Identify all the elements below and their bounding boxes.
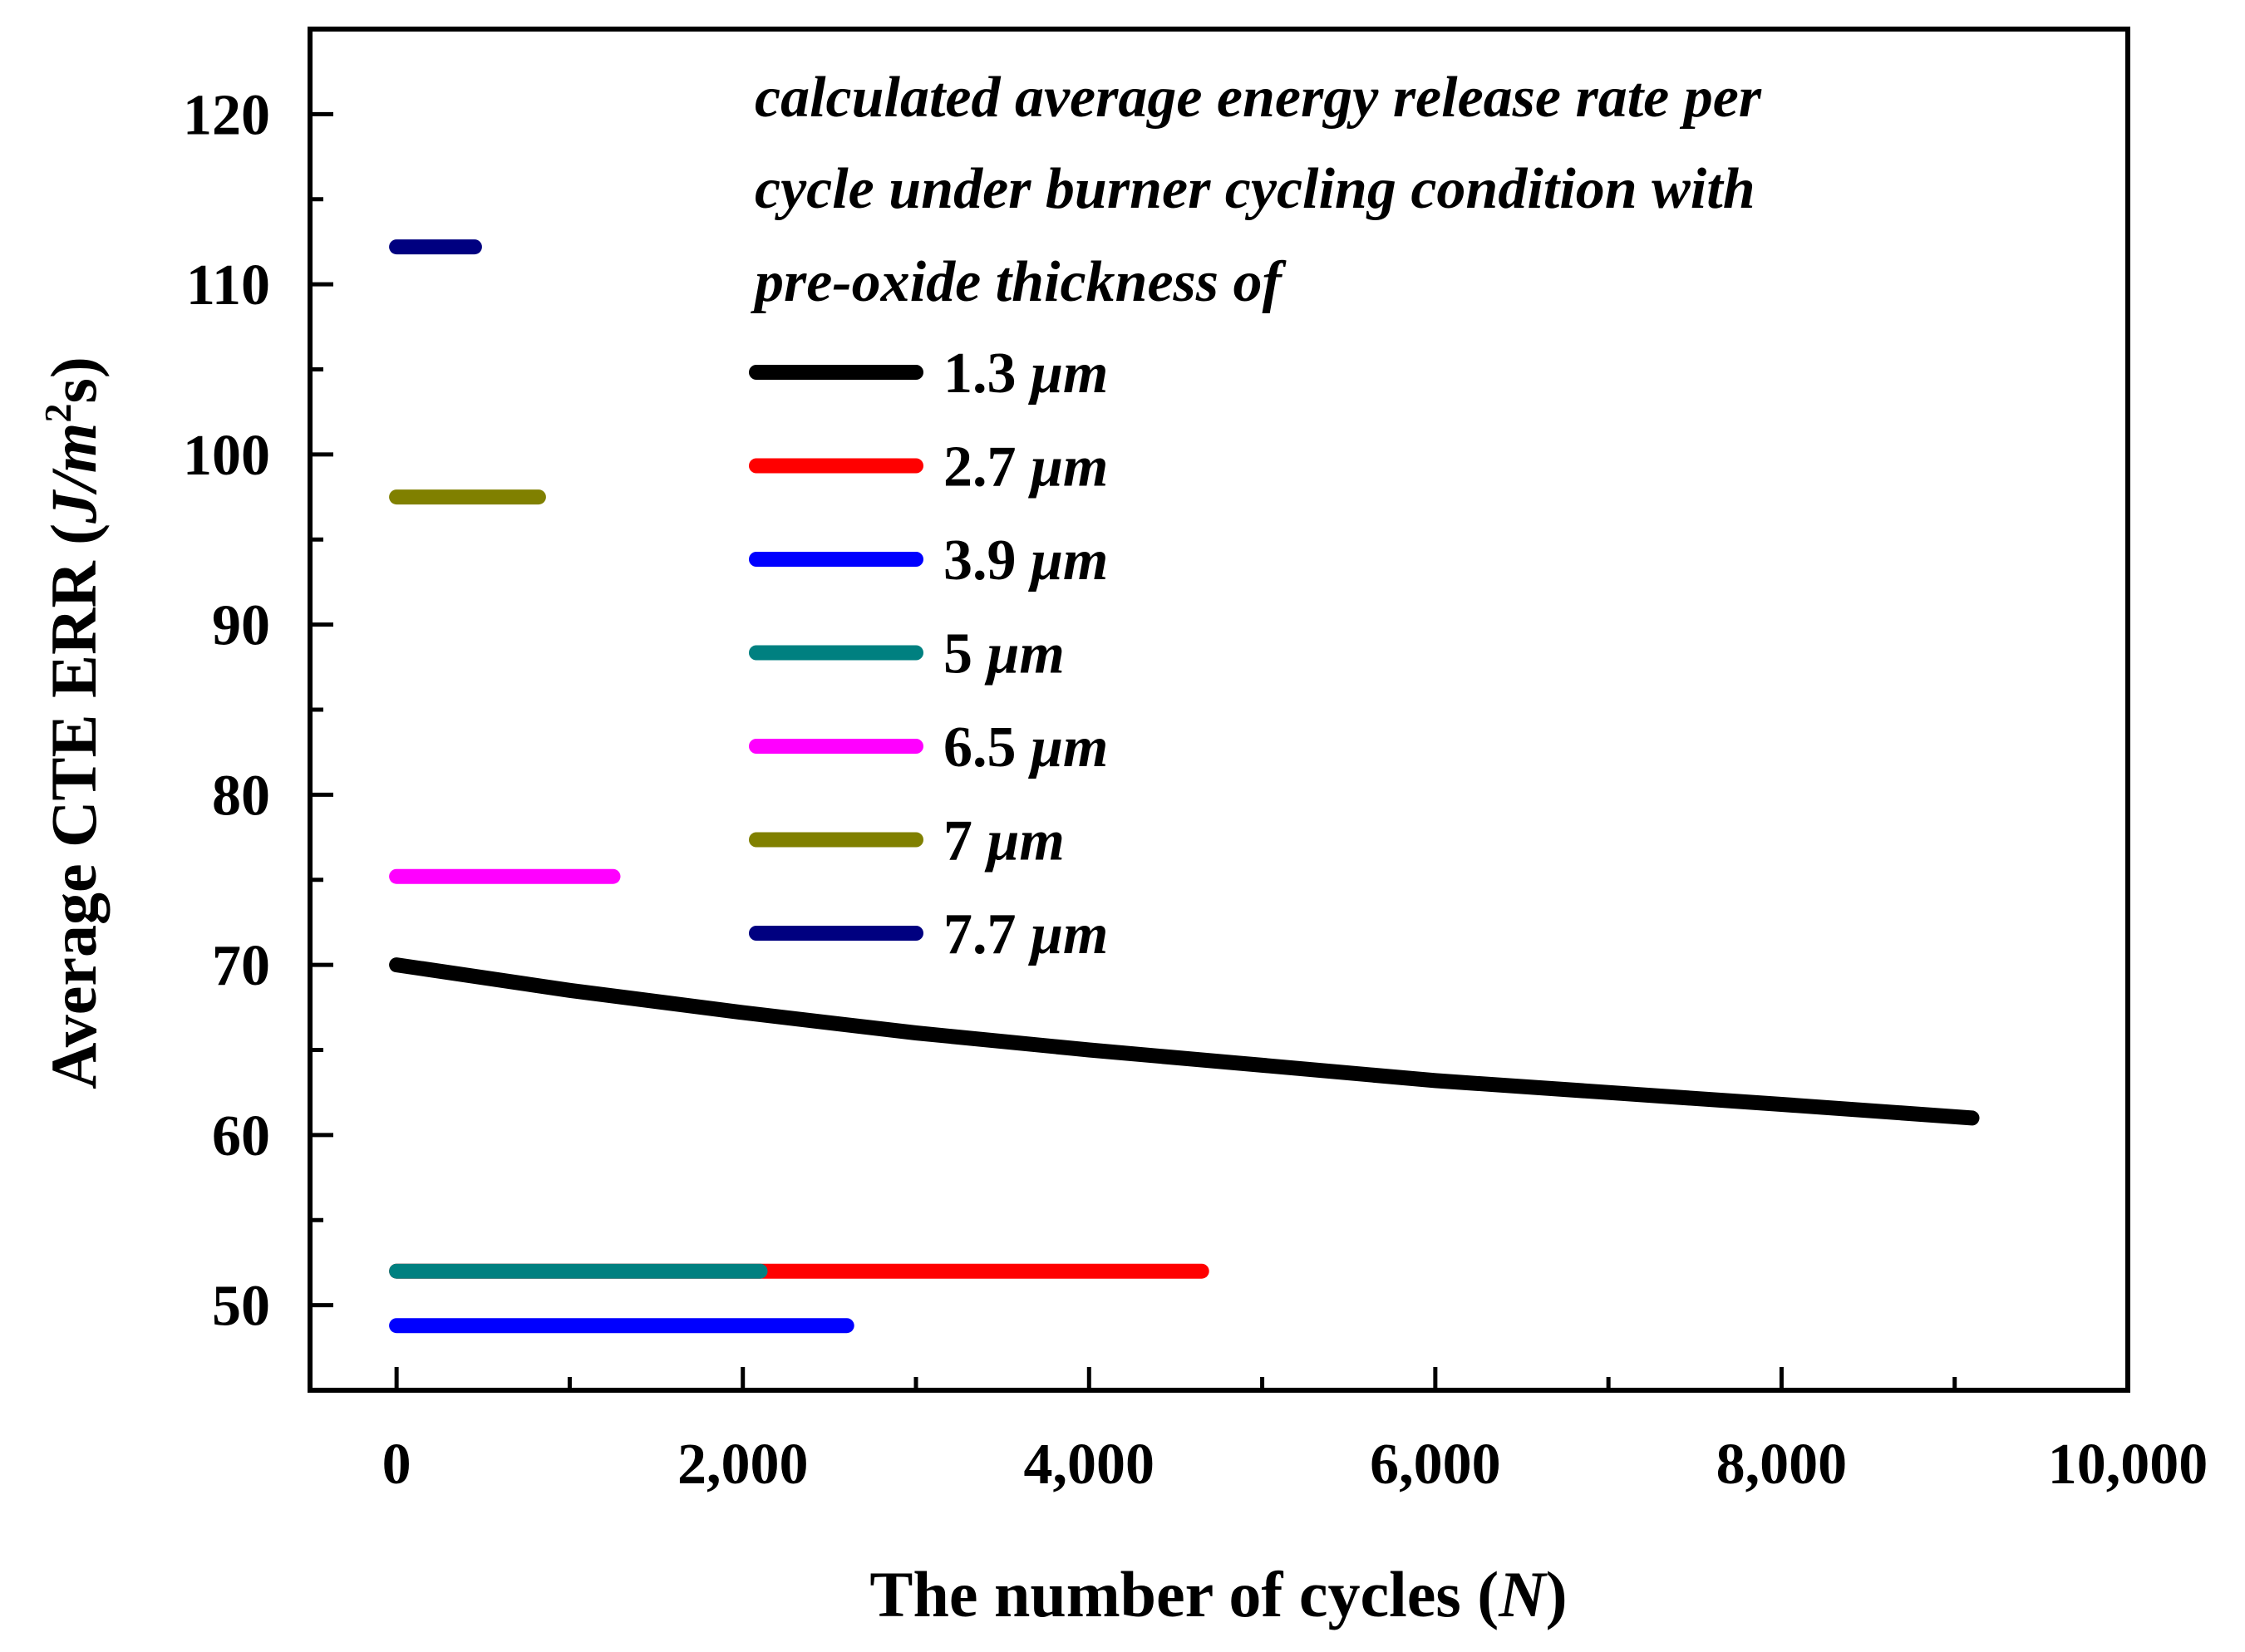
y-axis-title-unit: J/m <box>37 423 110 524</box>
y-axis-title: Average CTE ERR (J/m2s) <box>37 356 110 1089</box>
legend-title-line-1: calculated average energy release rate p… <box>755 66 1762 130</box>
y-axis-title-prefix: Average CTE ERR ( <box>37 524 110 1089</box>
legend-label-3-9: 3.9 μm <box>943 529 1108 592</box>
legend-unit: μm <box>1028 435 1108 499</box>
legend-value: 2.7 <box>943 435 1031 499</box>
y-tick-label: 100 <box>183 424 270 488</box>
y-tick-label: 80 <box>212 764 270 828</box>
legend-label-1-3: 1.3 μm <box>943 342 1108 406</box>
y-axis-title-sup: 2 <box>37 404 79 423</box>
legend-value: 7.7 <box>943 902 1031 966</box>
y-tick-label: 60 <box>212 1104 270 1168</box>
legend-label-6-5: 6.5 μm <box>943 715 1108 779</box>
legend-unit: μm <box>1028 902 1108 966</box>
legend-value: 7 <box>943 809 987 873</box>
x-tick-label: 0 <box>382 1433 411 1497</box>
y-tick-label: 120 <box>183 83 270 147</box>
legend-title-line-2: cycle under burner cycling condition wit… <box>755 157 1755 221</box>
legend-entries: 1.3 μm2.7 μm3.9 μm5 μm6.5 μm7 μm7.7 μm <box>749 342 1108 966</box>
x-tick-label: 8,000 <box>1716 1433 1848 1497</box>
x-tick-label: 10,000 <box>2048 1433 2208 1497</box>
legend-unit: μm <box>1028 715 1108 779</box>
legend-value: 1.3 <box>943 342 1031 406</box>
x-tick-label: 4,000 <box>1024 1433 1155 1497</box>
x-tick-label: 2,000 <box>677 1433 809 1497</box>
legend-title-line-3: pre-oxide thickness of <box>751 250 1287 314</box>
series-layer <box>389 239 1980 1334</box>
legend-unit: μm <box>985 809 1065 873</box>
legend-unit: μm <box>985 622 1065 686</box>
x-axis-title-var: N <box>1498 1558 1548 1630</box>
series-line-1-3 <box>389 957 1980 1126</box>
legend-label-7-7: 7.7 μm <box>943 902 1108 966</box>
legend-unit: μm <box>1028 529 1108 592</box>
legend-label-7: 7 μm <box>943 809 1065 873</box>
legend-value: 3.9 <box>943 529 1031 592</box>
x-axis-title-suffix: ) <box>1546 1558 1568 1630</box>
legend-label-5: 5 μm <box>943 622 1065 686</box>
y-tick-label: 110 <box>186 253 270 317</box>
x-axis-title-prefix: The number of cycles ( <box>869 1558 1499 1630</box>
y-axis: 50 60 70 80 90 100 110 120 <box>183 27 333 1393</box>
legend: calculated average energy release rate p… <box>749 66 1762 966</box>
y-tick-label: 50 <box>212 1275 270 1339</box>
y-axis-title-suffix: s) <box>37 356 110 403</box>
y-tick-label: 70 <box>212 934 270 998</box>
x-axis-title: The number of cycles (N) <box>869 1558 1567 1630</box>
x-tick-label: 6,000 <box>1370 1433 1501 1497</box>
legend-label-2-7: 2.7 μm <box>943 435 1108 499</box>
legend-value: 6.5 <box>943 715 1031 779</box>
legend-unit: μm <box>1028 342 1108 406</box>
y-tick-label: 90 <box>212 594 270 658</box>
plot-frame <box>308 27 2130 1393</box>
x-axis: 0 2,000 4,000 6,000 8,000 10,000 <box>382 1367 2208 1497</box>
legend-value: 5 <box>943 622 987 686</box>
